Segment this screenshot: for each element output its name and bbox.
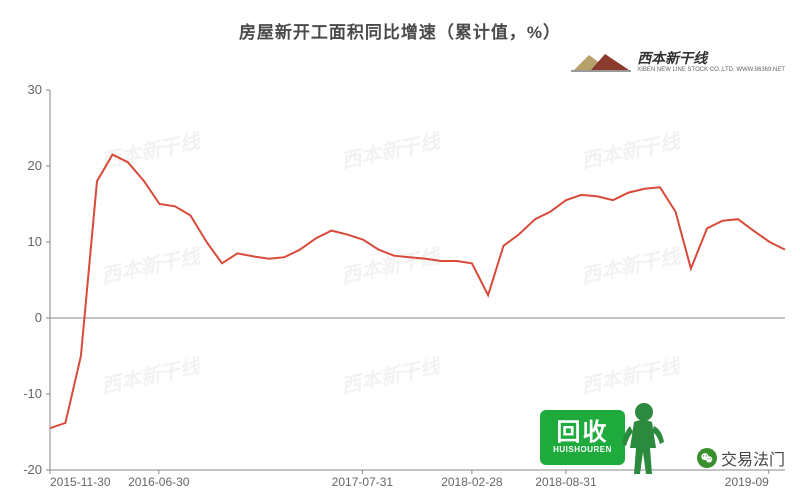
y-tick-label: -10 <box>23 386 42 401</box>
person-silhouette-icon <box>616 400 668 475</box>
y-tick-label: 10 <box>28 234 42 249</box>
y-tick-label: 0 <box>35 310 42 325</box>
plot-area: -20-100102030 2015-11-302016-06-302017-0… <box>50 90 785 470</box>
chart-title: 房屋新开工面积同比增速（累计值，%） <box>0 0 800 43</box>
y-axis: -20 -10 0 10 20 30 <box>23 82 785 477</box>
badge-sub-text: HUISHOUREN <box>553 445 612 454</box>
logo-area: 西本新干线 XIBEN NEW LINE STOCK CO.,LTD. WWW.… <box>571 50 785 74</box>
y-tick-label: -20 <box>23 462 42 477</box>
badge-main-text: 回收 <box>557 421 609 445</box>
logo-en-text: XIBEN NEW LINE STOCK CO.,LTD. WWW.96369.… <box>637 67 785 73</box>
y-tick-label: 20 <box>28 158 42 173</box>
data-line <box>50 155 785 429</box>
recycle-badge: 回收 HUISHOUREN <box>540 410 625 465</box>
y-tick-label: 30 <box>28 82 42 97</box>
x-tick-label: 2016-06-30 <box>128 475 190 489</box>
chart-svg: -20-100102030 2015-11-302016-06-302017-0… <box>50 90 785 470</box>
x-tick-label: 2018-02-28 <box>441 475 503 489</box>
corner-brand: 交易法门 <box>697 446 785 470</box>
chart-container: 房屋新开工面积同比增速（累计值，%） 西本新干线 XIBEN NEW LINE … <box>0 0 800 500</box>
x-tick-label: 2018-08-31 <box>535 475 597 489</box>
logo-cn-text: 西本新干线 <box>637 51 785 65</box>
x-tick-label: 2019-09 <box>725 475 769 489</box>
x-tick-label: 2017-07-31 <box>332 475 394 489</box>
x-tick-label: 2015-11-30 <box>50 475 111 489</box>
corner-brand-text: 交易法门 <box>721 446 785 470</box>
logo-mountain-icon <box>571 50 631 74</box>
logo-text: 西本新干线 XIBEN NEW LINE STOCK CO.,LTD. WWW.… <box>637 51 785 73</box>
wechat-icon <box>697 448 717 468</box>
